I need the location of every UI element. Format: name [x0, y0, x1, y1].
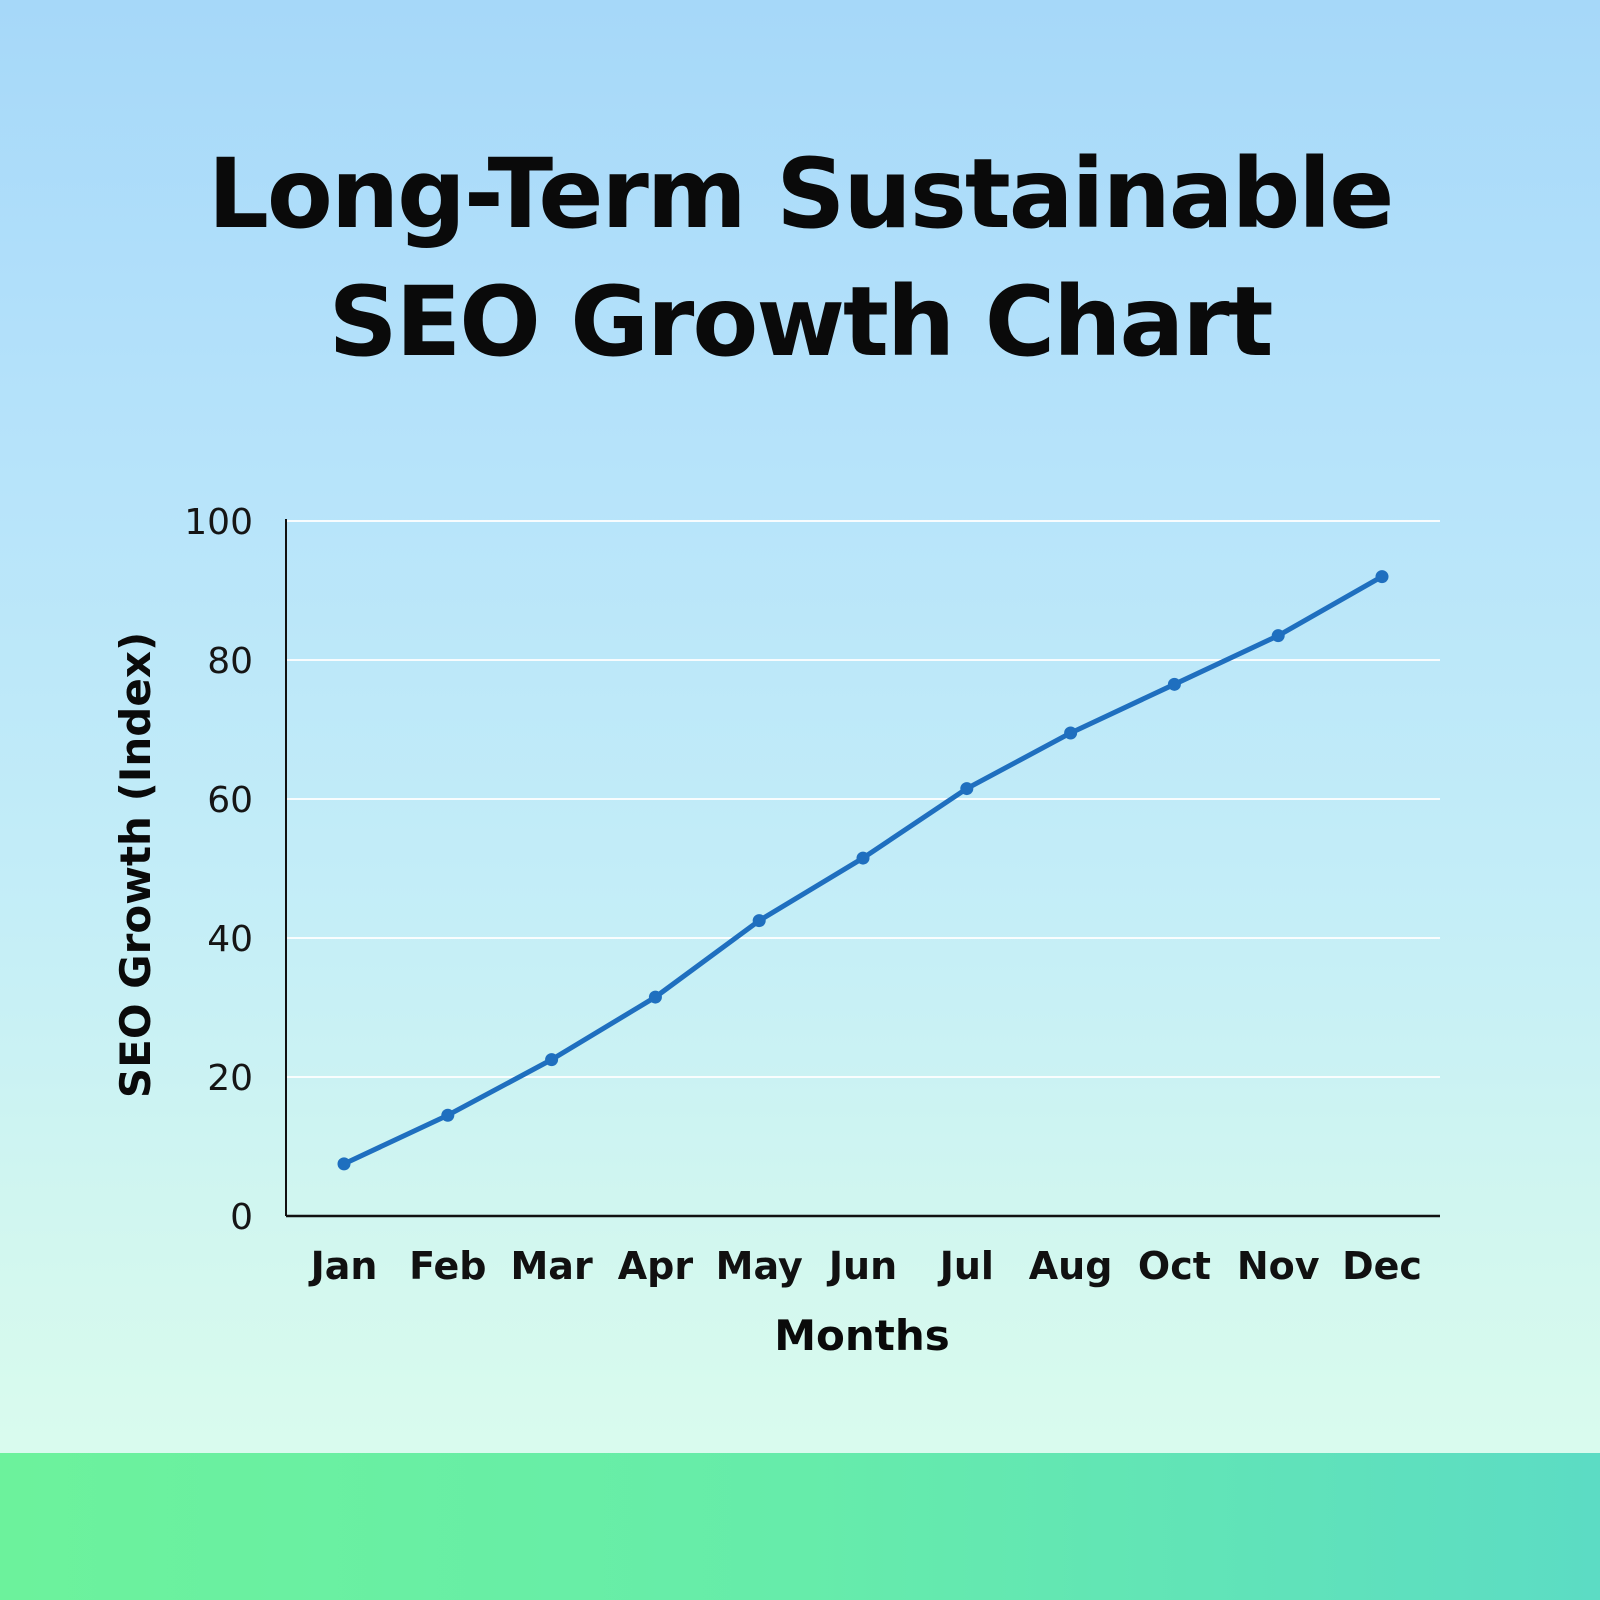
- y-tick-labels: 0 20 40 60 80 100: [184, 502, 253, 1238]
- axes: [285, 519, 1440, 1218]
- x-tick-label: May: [716, 1244, 803, 1288]
- gridlines: [286, 520, 1440, 1078]
- data-point: [1271, 629, 1285, 643]
- x-tick-label: Mar: [510, 1244, 592, 1288]
- y-tick-label: 20: [207, 1058, 253, 1099]
- x-tick-label: Jan: [308, 1244, 378, 1288]
- x-tick-label: Aug: [1029, 1244, 1113, 1288]
- data-point: [441, 1108, 455, 1122]
- data-point: [545, 1053, 559, 1067]
- chart-title-line-1: Long-Term Sustainable: [207, 138, 1395, 250]
- x-axis-title: Months: [774, 1311, 950, 1360]
- data-point: [856, 851, 870, 865]
- x-tick-label: Oct: [1138, 1244, 1211, 1288]
- y-tick-label: 80: [207, 641, 253, 682]
- data-point: [1167, 677, 1181, 691]
- data-point: [1375, 570, 1389, 584]
- x-tick-label: Jun: [826, 1244, 897, 1288]
- data-point: [1064, 726, 1078, 740]
- data-point: [752, 914, 766, 928]
- data-point: [960, 782, 974, 796]
- y-tick-label: 0: [230, 1197, 253, 1238]
- data-point: [648, 990, 662, 1004]
- y-tick-label: 60: [207, 780, 253, 821]
- chart-title: Long-Term Sustainable SEO Growth Chart: [0, 130, 1600, 386]
- series-line: [341, 574, 1385, 1167]
- y-tick-label: 40: [207, 919, 253, 960]
- x-tick-label: Dec: [1342, 1244, 1422, 1288]
- y-tick-label: 100: [184, 502, 253, 543]
- x-tick-label: Feb: [409, 1244, 486, 1288]
- x-tick-label: Apr: [618, 1244, 694, 1288]
- data-point: [337, 1157, 351, 1171]
- x-tick-label: Jul: [937, 1244, 994, 1288]
- chart-title-line-2: SEO Growth Chart: [328, 266, 1274, 378]
- series-layer: [337, 570, 1389, 1171]
- bottom-decorative-band: [0, 1453, 1600, 1600]
- y-axis-title: SEO Growth (Index): [111, 632, 160, 1098]
- x-tick-labels: Jan Feb Mar Apr May Jun Jul Aug Oct Nov Dec: [308, 1244, 1422, 1288]
- x-tick-label: Nov: [1237, 1244, 1320, 1288]
